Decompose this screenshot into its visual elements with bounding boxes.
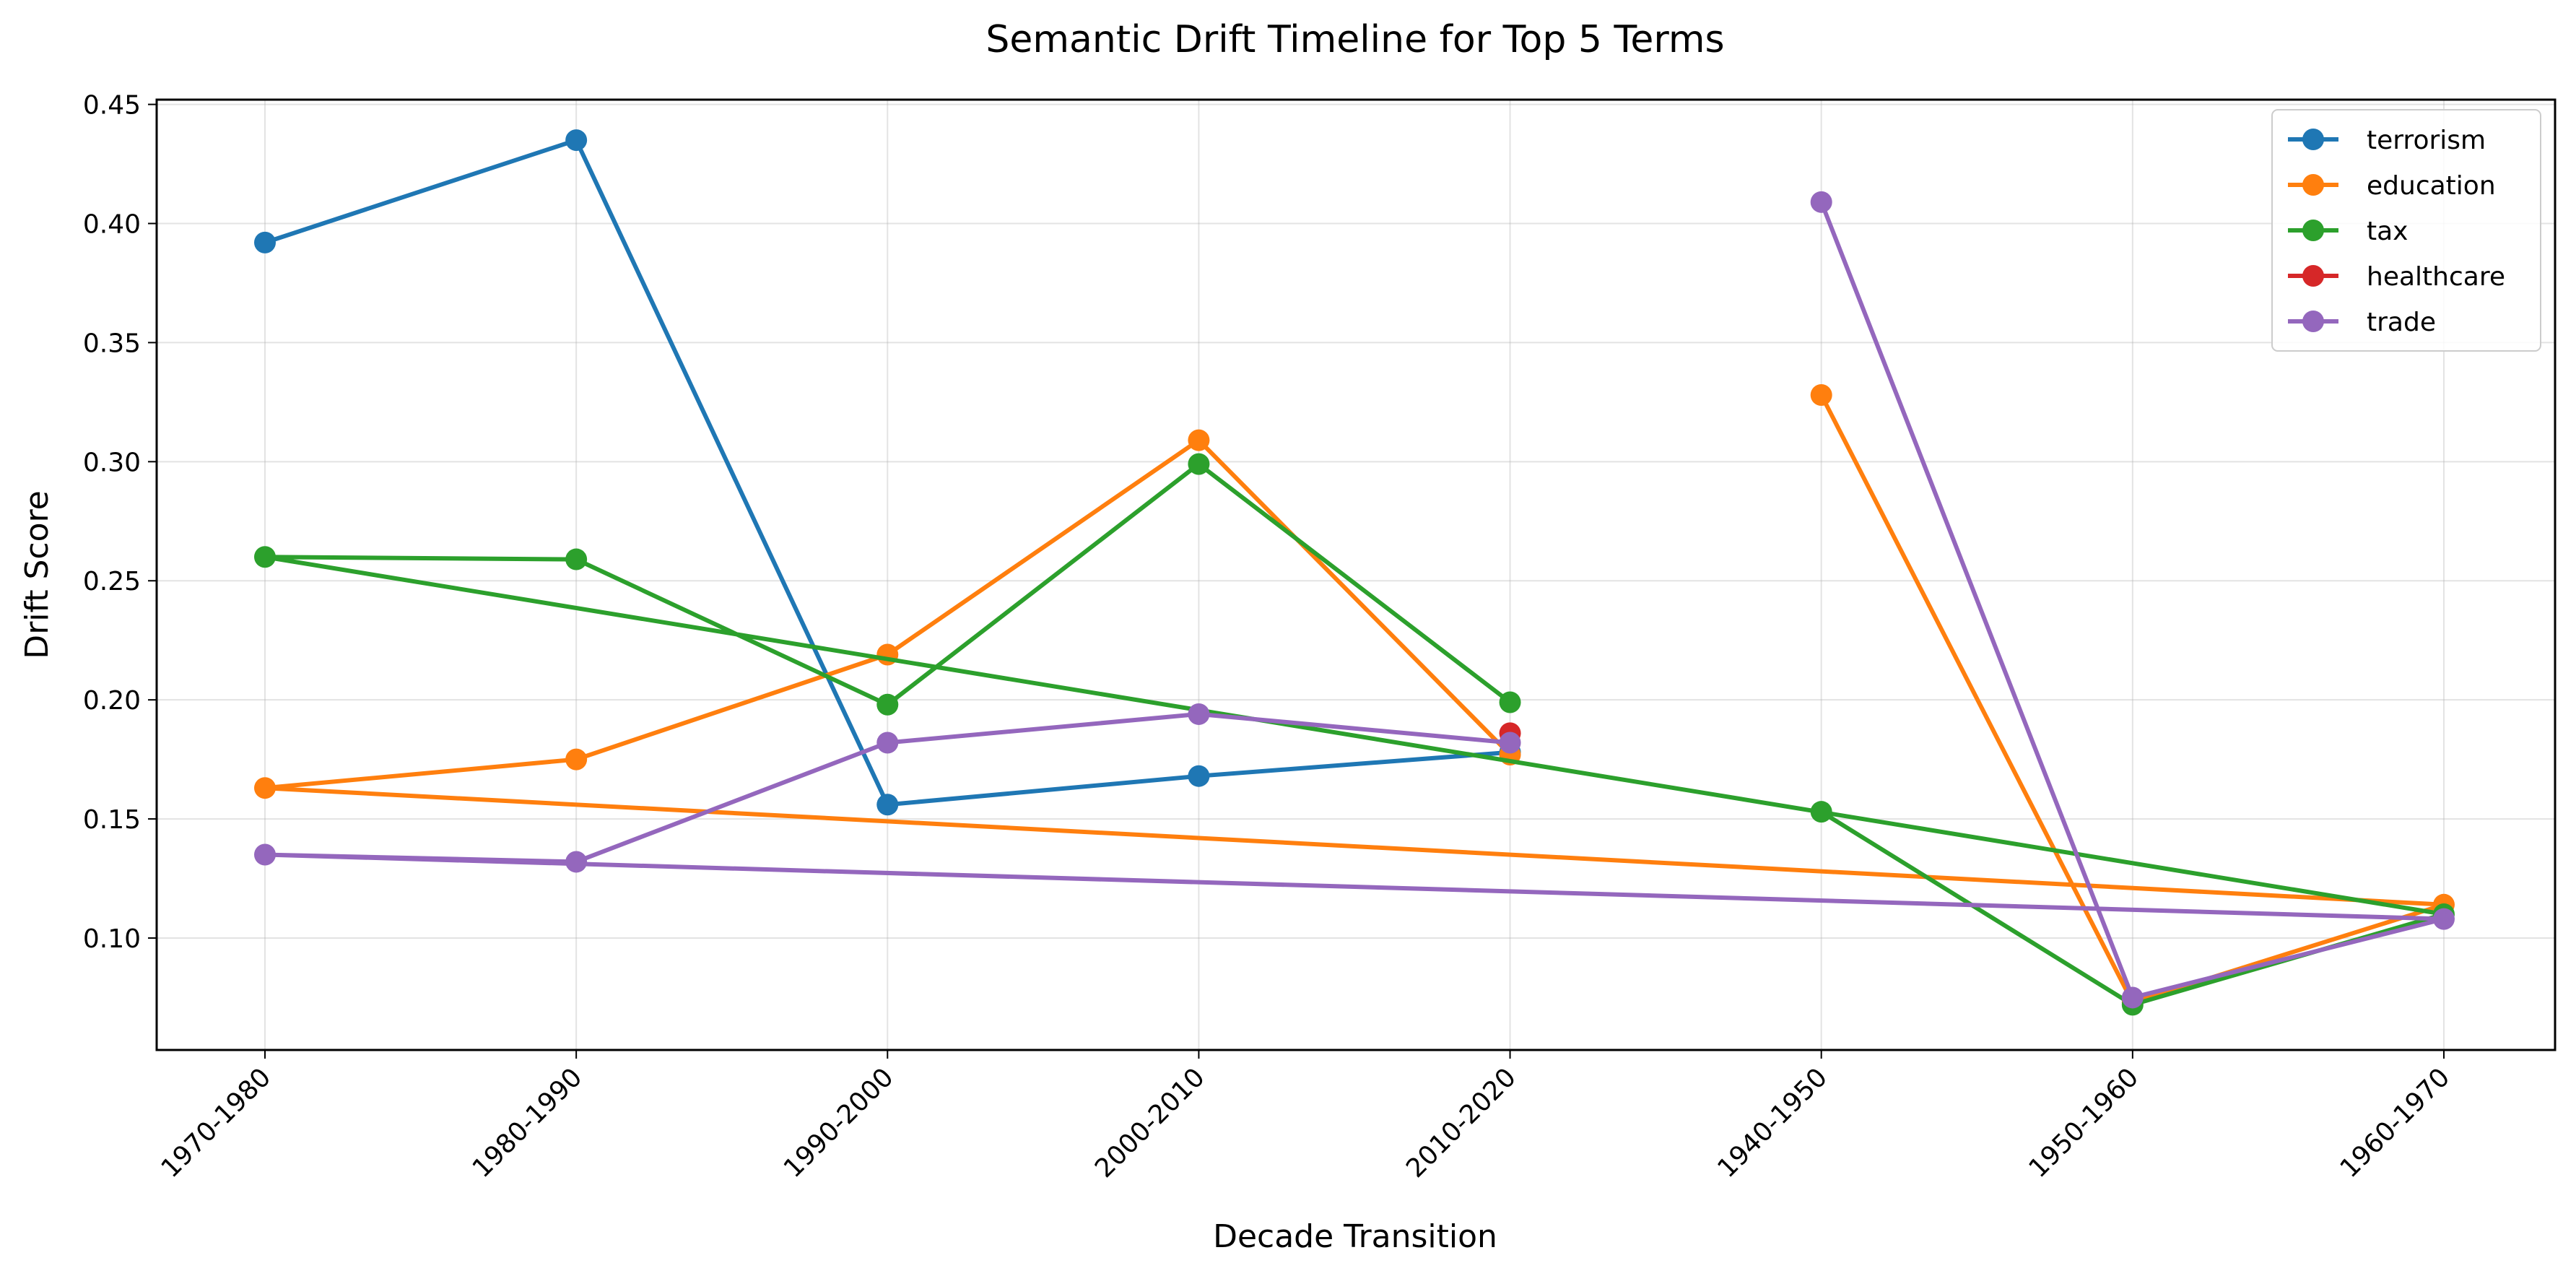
- y-tick-label: 0.25: [83, 567, 141, 596]
- legend-item-healthcare: healthcare: [2288, 262, 2505, 292]
- series-line-trade: [263, 199, 2446, 1000]
- data-point-tax: [1188, 453, 1210, 475]
- data-point-tax: [254, 546, 276, 568]
- data-point-trade: [2432, 908, 2455, 930]
- legend-label: terrorism: [2367, 126, 2486, 155]
- data-point-education: [1188, 429, 1210, 451]
- y-axis-ticks: 0.10 0.15 0.20 0.25 0.30 0.35 0.40 0.45: [83, 91, 157, 954]
- y-tick-label: 0.45: [83, 91, 141, 121]
- legend-marker: [2302, 265, 2324, 287]
- legend: terrorism education tax healthcare trade: [2271, 109, 2541, 352]
- grid: [157, 100, 2555, 1050]
- data-point-education: [254, 777, 276, 799]
- data-point-trade: [1188, 703, 1210, 725]
- y-axis-label: Drift Score: [19, 490, 56, 659]
- legend-item-trade: trade: [2288, 308, 2436, 337]
- y-tick-label: 0.30: [83, 448, 141, 477]
- data-point-terrorism: [1188, 765, 1210, 787]
- y-tick-label: 0.15: [83, 805, 141, 835]
- data-point-terrorism: [876, 794, 899, 816]
- data-point-trade: [2121, 986, 2144, 1009]
- chart-title: Semantic Drift Timeline for Top 5 Terms: [985, 18, 1724, 61]
- legend-marker: [2302, 129, 2324, 150]
- legend-marker: [2302, 220, 2324, 241]
- series-layer: [254, 129, 2455, 1016]
- data-point-trade: [876, 732, 899, 754]
- y-tick-label: 0.40: [83, 210, 141, 240]
- data-point-trade: [565, 851, 588, 873]
- legend-item-tax: tax: [2288, 217, 2408, 246]
- x-axis-label: Decade Transition: [1213, 1218, 1497, 1255]
- y-tick-label: 0.35: [83, 329, 141, 358]
- series-trade: [254, 191, 2455, 1009]
- legend-marker: [2302, 174, 2324, 196]
- data-point-trade: [254, 843, 276, 866]
- legend-item-terrorism: terrorism: [2288, 126, 2486, 155]
- plot-frame: [155, 98, 2557, 1051]
- data-point-terrorism: [254, 231, 276, 253]
- data-point-tax: [1810, 801, 1832, 823]
- data-point-trade: [1810, 191, 1832, 213]
- series-tax: [254, 453, 2455, 1016]
- series-line-tax: [263, 461, 2446, 1007]
- data-point-tax: [565, 548, 588, 570]
- legend-label: education: [2367, 171, 2496, 201]
- y-tick-label: 0.20: [83, 686, 141, 716]
- data-point-trade: [1499, 732, 1521, 754]
- legend-label: tax: [2367, 217, 2408, 246]
- data-point-education: [1810, 383, 1832, 406]
- legend-frame: [2271, 109, 2541, 352]
- y-tick-label: 0.10: [83, 924, 141, 954]
- data-point-education: [565, 748, 588, 771]
- legend-label: trade: [2367, 308, 2436, 337]
- legend-item-education: education: [2288, 171, 2496, 201]
- data-point-tax: [876, 693, 899, 716]
- data-point-tax: [1499, 691, 1521, 713]
- data-point-terrorism: [565, 129, 588, 152]
- legend-marker: [2302, 311, 2324, 332]
- legend-label: healthcare: [2367, 262, 2505, 292]
